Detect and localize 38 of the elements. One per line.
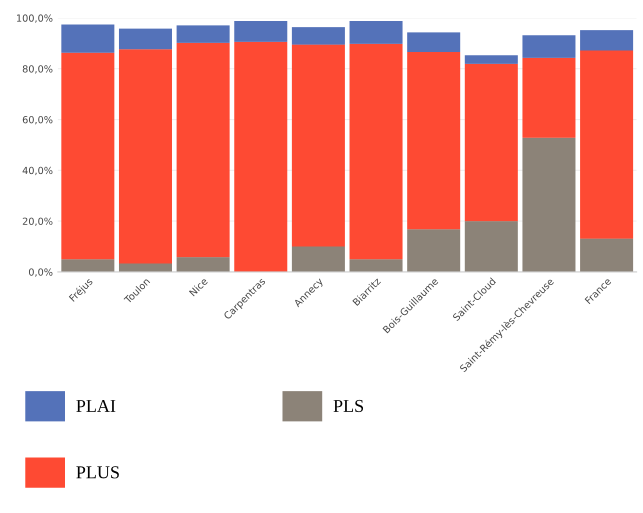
bar	[407, 229, 460, 272]
bar	[580, 238, 634, 272]
y-tick-label: 100,0%	[17, 14, 52, 23]
bar	[61, 259, 114, 272]
bar	[292, 44, 345, 246]
bar	[464, 64, 518, 222]
bar	[234, 21, 288, 42]
bar	[522, 35, 576, 58]
bar	[350, 44, 403, 260]
bar	[464, 221, 518, 272]
bar	[580, 50, 634, 239]
bar	[292, 246, 345, 272]
bar	[407, 32, 460, 52]
bar	[61, 24, 114, 53]
y-tick-label: 40,0%	[22, 166, 52, 176]
bar	[61, 52, 114, 260]
bar	[464, 55, 518, 64]
y-tick-label: 60,0%	[22, 116, 52, 124]
bar	[407, 52, 460, 230]
bar	[176, 257, 230, 272]
bar	[234, 42, 288, 272]
bar	[292, 27, 345, 45]
legend-label: PLS	[334, 400, 364, 412]
y-tick-label: 0,0%	[28, 268, 52, 277]
y-tick-label: 80,0%	[22, 65, 52, 74]
bar	[118, 264, 172, 272]
bar	[580, 30, 634, 50]
bar	[522, 58, 576, 138]
legend-label: PLAI	[76, 400, 116, 412]
bar	[118, 28, 172, 50]
bar	[176, 42, 230, 258]
bar	[522, 138, 576, 272]
bar	[176, 25, 230, 43]
bar	[118, 49, 172, 264]
bar	[350, 259, 403, 272]
legend-label: PLUS	[76, 466, 119, 478]
bar	[350, 21, 403, 44]
y-tick-label: 20,0%	[22, 218, 52, 226]
